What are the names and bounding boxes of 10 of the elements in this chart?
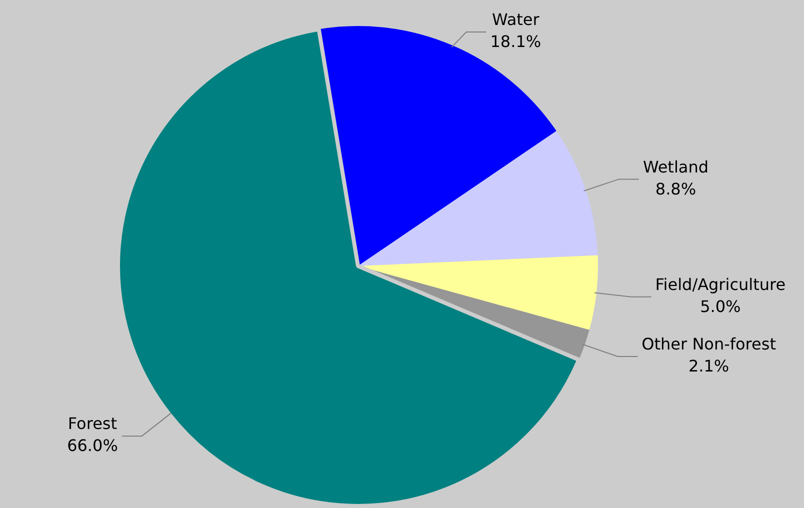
slice-label: Field/Agriculture bbox=[655, 275, 786, 294]
slice-label: Water bbox=[492, 10, 540, 30]
data-label: 66.0% bbox=[67, 436, 118, 456]
data-label: 2.1% bbox=[688, 356, 730, 376]
slice-label: Other Non-forest bbox=[642, 334, 776, 354]
data-label: 18.1% bbox=[490, 32, 542, 52]
data-label: 8.8% bbox=[655, 179, 696, 198]
data-label: 5.0% bbox=[700, 297, 741, 316]
slice-label: Wetland bbox=[642, 157, 708, 176]
slice-label: Forest bbox=[68, 414, 118, 434]
